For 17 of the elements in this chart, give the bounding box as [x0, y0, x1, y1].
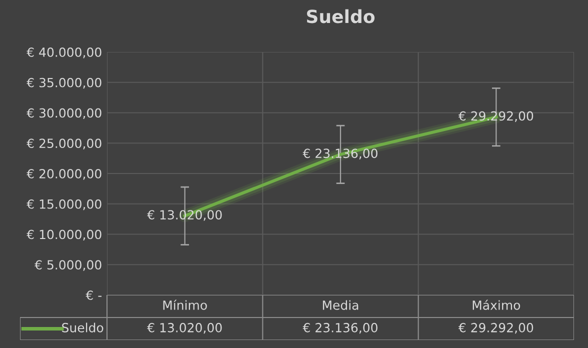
y-tick-label: € 15.000,00 — [26, 199, 102, 210]
data-label: € 29.292,00 — [458, 322, 534, 334]
y-tick-label: € - — [86, 290, 102, 300]
chart-title: Sueldo — [306, 9, 375, 24]
x-tick-label: Media — [322, 300, 358, 310]
y-tick-label: € 10.000,00 — [26, 230, 102, 240]
data-label: € 23.136,00 — [302, 322, 378, 334]
legend-label: Sueldo — [62, 322, 104, 332]
y-tick-label: € 40.000,00 — [26, 47, 102, 58]
data-label: € 13.020,00 — [147, 322, 222, 334]
y-tick-label: € 5.000,00 — [34, 260, 102, 271]
y-tick-label: € 20.000,00 — [26, 168, 102, 180]
x-tick-label: Mínimo — [163, 300, 207, 310]
y-tick-label: € 25.000,00 — [26, 138, 102, 150]
y-tick-label: € 35.000,00 — [26, 78, 102, 89]
y-tick-label: € 30.000,00 — [26, 108, 102, 119]
x-tick-label: Máximo — [472, 300, 520, 310]
